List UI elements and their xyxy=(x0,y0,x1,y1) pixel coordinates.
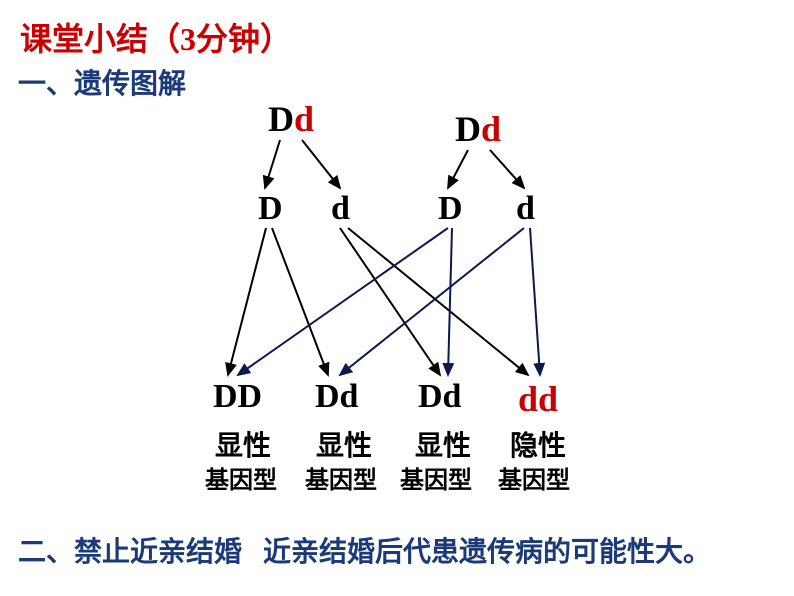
phenotype-label-3: 隐性 xyxy=(510,424,566,464)
arrow-7 xyxy=(348,228,528,375)
parent-genotype-0: Dd xyxy=(268,98,314,140)
arrow-6 xyxy=(340,228,440,375)
genotype-caption-3: 基因型 xyxy=(498,460,570,495)
gamete-0: D xyxy=(258,190,283,228)
genotype-caption-0: 基因型 xyxy=(205,460,277,495)
phenotype-label-2: 显性 xyxy=(415,424,471,464)
phenotype-label-1: 显性 xyxy=(316,424,372,464)
arrow-5 xyxy=(272,228,328,375)
section1-heading: 一、遗传图解 xyxy=(18,62,186,102)
arrow-10 xyxy=(340,228,524,375)
main-title: 课堂小结（3分钟） xyxy=(20,14,292,60)
arrow-2 xyxy=(448,150,468,188)
gamete-1: d xyxy=(331,190,350,228)
gamete-2: D xyxy=(438,190,463,228)
offspring-genotype-0: DD xyxy=(213,378,262,416)
gamete-3: d xyxy=(516,190,535,228)
arrow-8 xyxy=(238,228,448,375)
parent-genotype-1: Dd xyxy=(455,108,501,150)
section2-suffix: 近亲结婚后代患遗传病的可能性大。 xyxy=(263,537,711,568)
arrow-4 xyxy=(228,228,266,375)
arrow-0 xyxy=(265,140,280,188)
arrow-11 xyxy=(530,228,540,375)
arrow-9 xyxy=(448,228,452,375)
arrow-3 xyxy=(490,150,524,188)
genotype-caption-1: 基因型 xyxy=(305,460,377,495)
arrow-1 xyxy=(302,140,340,188)
section2-heading: 二、禁止近亲结婚 近亲结婚后代患遗传病的可能性大。 xyxy=(18,530,711,570)
phenotype-label-0: 显性 xyxy=(215,424,271,464)
section2-prefix: 二、禁止近亲结婚 xyxy=(18,537,242,568)
offspring-genotype-1: Dd xyxy=(315,378,358,416)
offspring-genotype-3: dd xyxy=(518,378,558,420)
genotype-caption-2: 基因型 xyxy=(400,460,472,495)
offspring-genotype-2: Dd xyxy=(418,378,461,416)
